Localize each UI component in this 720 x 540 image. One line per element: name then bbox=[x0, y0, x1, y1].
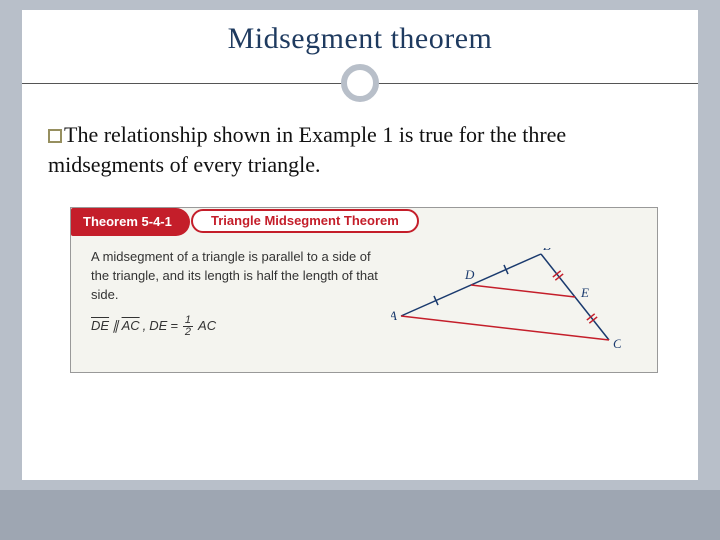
formula-eq: = bbox=[170, 317, 178, 336]
formula-comma: , bbox=[143, 317, 147, 336]
content-panel: Midsegment theorem The relationship show… bbox=[22, 10, 698, 480]
diagram-svg: A B C D E bbox=[391, 248, 621, 358]
svg-text:D: D bbox=[464, 267, 475, 282]
theorem-name-pill: Triangle Midsegment Theorem bbox=[191, 209, 419, 233]
svg-text:E: E bbox=[580, 285, 589, 300]
svg-text:B: B bbox=[543, 248, 551, 253]
theorem-box: Theorem 5-4-1 Triangle Midsegment Theore… bbox=[70, 207, 658, 373]
svg-text:A: A bbox=[391, 308, 397, 323]
formula-ac: AC bbox=[198, 317, 216, 336]
page-title: Midsegment theorem bbox=[22, 22, 698, 56]
triangle-diagram: A B C D E bbox=[391, 248, 641, 358]
theorem-body: A midsegment of a triangle is parallel t… bbox=[71, 242, 657, 358]
theorem-text: A midsegment of a triangle is parallel t… bbox=[91, 248, 391, 358]
title-area: Midsegment theorem bbox=[22, 10, 698, 104]
formula-ac-bar: AC bbox=[122, 317, 140, 336]
svg-text:C: C bbox=[613, 336, 621, 351]
theorem-header: Theorem 5-4-1 Triangle Midsegment Theore… bbox=[71, 208, 657, 242]
theorem-number-badge: Theorem 5-4-1 bbox=[71, 208, 190, 236]
theorem-statement: A midsegment of a triangle is parallel t… bbox=[91, 249, 378, 302]
formula-de-bar: DE bbox=[91, 317, 109, 336]
body-text: The relationship shown in Example 1 is t… bbox=[48, 122, 566, 177]
formula-de: DE bbox=[149, 317, 167, 336]
parallel-symbol: ∥ bbox=[112, 317, 119, 336]
body-paragraph: The relationship shown in Example 1 is t… bbox=[22, 104, 698, 179]
slide: Midsegment theorem The relationship show… bbox=[0, 0, 720, 540]
theorem-formula: DE ∥ AC , DE = 1 2 AC bbox=[91, 315, 391, 338]
formula-fraction: 1 2 bbox=[183, 315, 193, 338]
divider bbox=[22, 64, 698, 104]
formula-denominator: 2 bbox=[183, 327, 193, 338]
bullet-icon bbox=[48, 129, 62, 143]
bottom-bar bbox=[0, 490, 720, 540]
divider-circle-icon bbox=[341, 64, 379, 102]
